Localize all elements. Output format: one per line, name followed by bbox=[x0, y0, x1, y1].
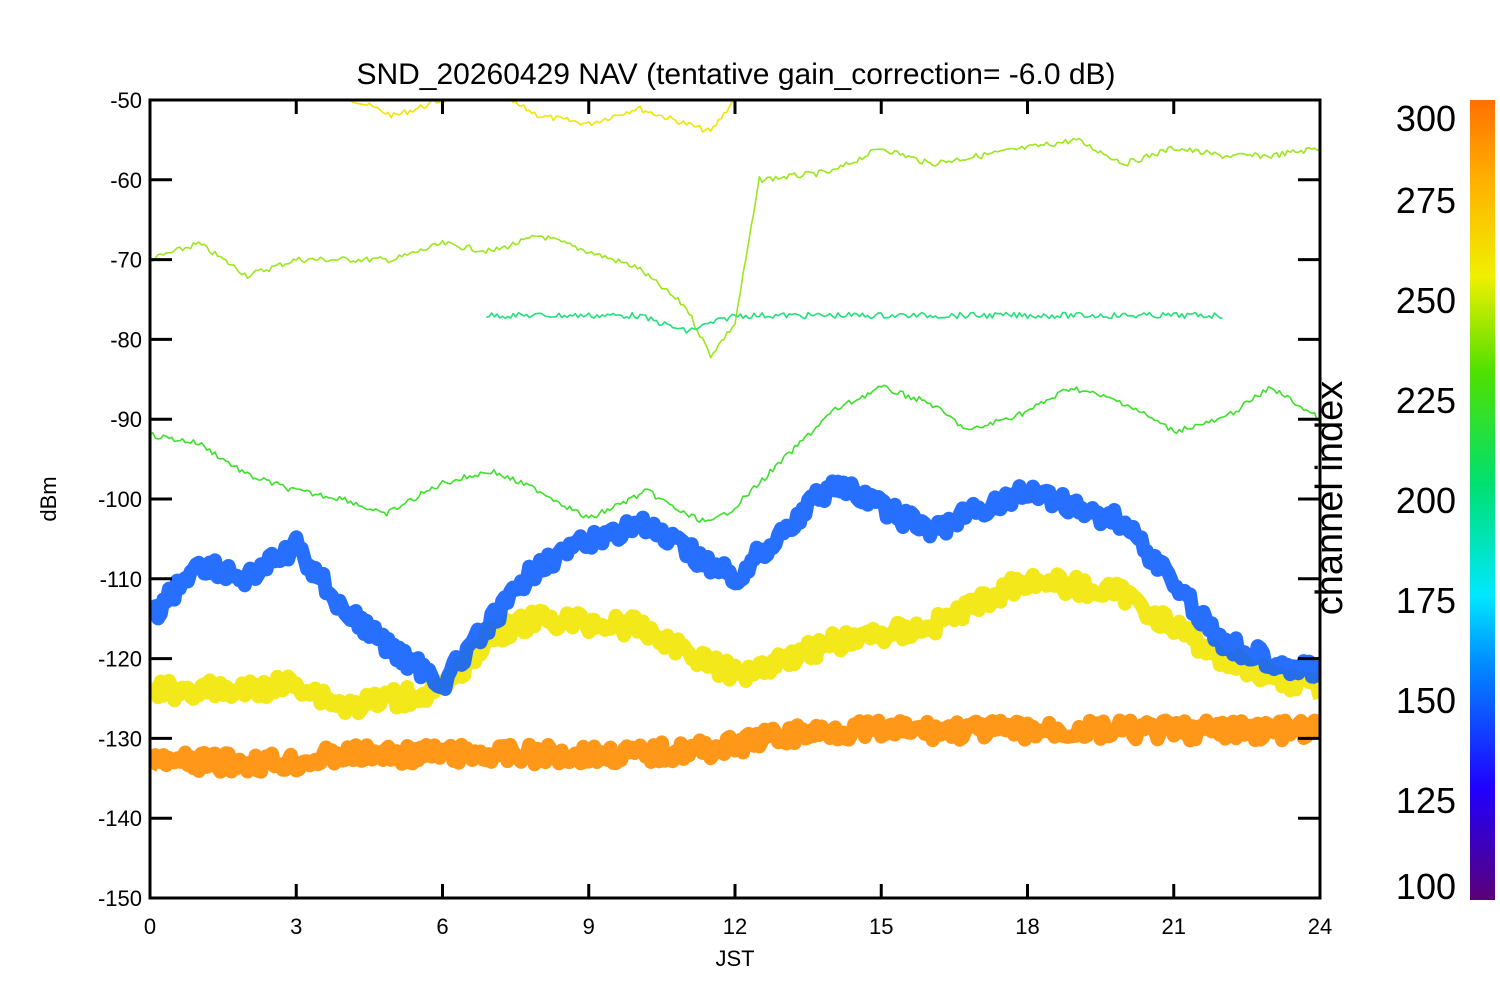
x-tick-label: 3 bbox=[290, 914, 302, 939]
colorbar-ticks: 300 275 250 225 200 175 150 125 100 bbox=[1396, 98, 1456, 907]
x-tick-label: 15 bbox=[869, 914, 893, 939]
y-tick-label: -140 bbox=[98, 806, 142, 831]
y-tick-label: -130 bbox=[98, 726, 142, 751]
series-line-4 bbox=[150, 384, 1320, 523]
y-tick-label: -120 bbox=[98, 647, 142, 672]
colorbar-tick-label: 175 bbox=[1396, 580, 1456, 621]
series-line-6 bbox=[150, 567, 1320, 721]
colorbar-label: channel index bbox=[1309, 381, 1351, 616]
y-axis-label: dBm bbox=[36, 476, 61, 521]
x-axis-label: JST bbox=[715, 946, 754, 971]
y-tick-label: -60 bbox=[110, 168, 142, 193]
colorbar-tick-label: 300 bbox=[1396, 98, 1456, 139]
x-tick-label: 24 bbox=[1308, 914, 1332, 939]
series-line-1 bbox=[348, 100, 736, 133]
x-tick-label: 9 bbox=[583, 914, 595, 939]
chart-title: SND_20260429 NAV (tentative gain_correct… bbox=[356, 58, 1115, 91]
y-axis: -50 -60 -70 -80 -90 -100 -110 -120 -130 -140 -150 bbox=[98, 88, 1320, 911]
series-layer bbox=[150, 100, 1320, 779]
series-line-3 bbox=[486, 311, 1223, 334]
colorbar-tick-label: 125 bbox=[1396, 780, 1456, 821]
x-tick-label: 18 bbox=[1015, 914, 1039, 939]
colorbar bbox=[1470, 100, 1495, 900]
x-tick-label: 21 bbox=[1162, 914, 1186, 939]
x-tick-label: 0 bbox=[144, 914, 156, 939]
colorbar-tick-label: 250 bbox=[1396, 280, 1456, 321]
colorbar-tick-label: 225 bbox=[1396, 380, 1456, 421]
series-line-7 bbox=[150, 474, 1320, 696]
colorbar-tick-label: 100 bbox=[1396, 866, 1456, 907]
colorbar-tick-label: 275 bbox=[1396, 180, 1456, 221]
x-tick-label: 6 bbox=[436, 914, 448, 939]
y-tick-label: -70 bbox=[110, 248, 142, 273]
series-line-5 bbox=[150, 713, 1320, 779]
y-tick-label: -110 bbox=[100, 567, 142, 592]
y-tick-label: -50 bbox=[110, 88, 142, 113]
y-tick-label: -150 bbox=[98, 886, 142, 911]
y-tick-label: -90 bbox=[110, 407, 142, 432]
colorbar-tick-label: 200 bbox=[1396, 480, 1456, 521]
y-tick-label: -80 bbox=[110, 327, 142, 352]
series-line-2 bbox=[150, 137, 1320, 359]
y-tick-label: -100 bbox=[98, 487, 142, 512]
x-axis: 0 3 6 9 12 15 18 21 24 bbox=[144, 100, 1332, 939]
x-tick-label: 12 bbox=[723, 914, 747, 939]
colorbar-tick-label: 150 bbox=[1396, 680, 1456, 721]
